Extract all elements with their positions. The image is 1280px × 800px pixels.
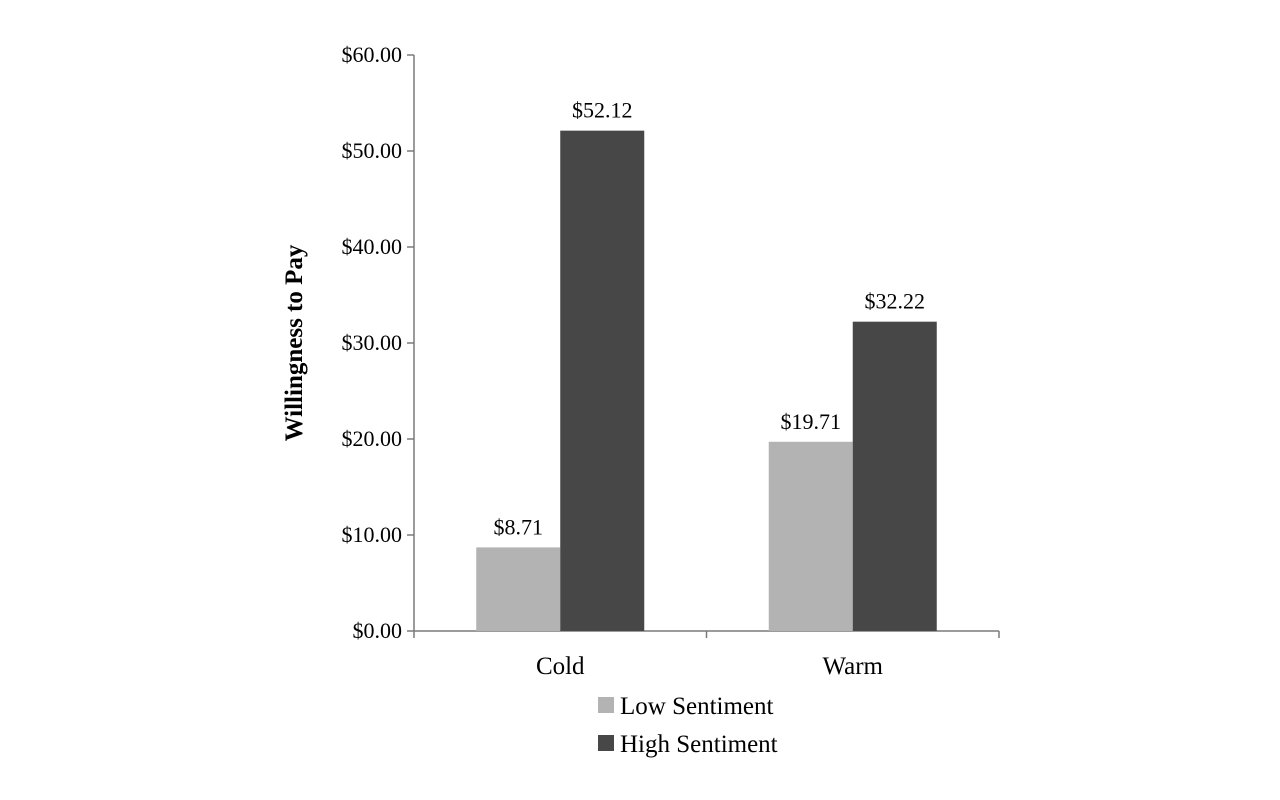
y-axis-title: Willingness to Pay [281, 244, 308, 441]
legend-swatch-low-sentiment [598, 697, 614, 713]
y-tick-label: $60.00 [342, 42, 403, 67]
data-label: $32.22 [865, 289, 926, 314]
x-category-label: Cold [536, 653, 585, 680]
y-tick-label: $20.00 [342, 426, 403, 451]
data-labels: $8.71 $52.12 $19.71 $32.22 [494, 98, 926, 540]
legend-label: High Sentiment [620, 731, 778, 758]
data-label: $19.71 [781, 409, 842, 434]
data-label: $8.71 [494, 514, 544, 539]
legend-swatch-high-sentiment [598, 735, 614, 751]
bar-high-sentiment-cold [560, 130, 645, 631]
bar-high-sentiment-warm [852, 321, 937, 631]
y-tick-label: $10.00 [342, 522, 403, 547]
legend: Low Sentiment High Sentiment [598, 693, 778, 758]
x-axis: Cold Warm [413, 630, 1000, 680]
y-axis: $0.00 $10.00 $20.00 $30.00 $40.00 $50.00 $60.0… [342, 42, 415, 643]
bars [476, 130, 937, 631]
x-category-label: Warm [823, 653, 884, 680]
bar-low-sentiment-cold [476, 547, 561, 631]
y-tick-label: $40.00 [342, 234, 403, 259]
legend-label: Low Sentiment [620, 693, 774, 720]
bar-low-sentiment-warm [768, 441, 853, 631]
y-tick-label: $50.00 [342, 138, 403, 163]
data-label: $52.12 [572, 98, 633, 123]
y-tick-label: $30.00 [342, 330, 403, 355]
y-tick-label: $0.00 [353, 618, 403, 643]
